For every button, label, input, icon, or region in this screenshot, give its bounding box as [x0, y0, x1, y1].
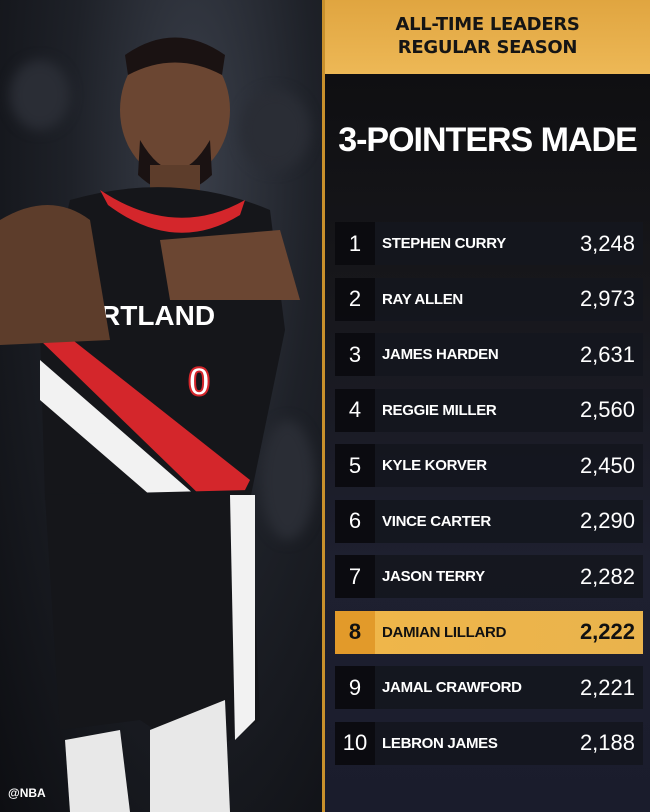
rank: 5 — [335, 444, 375, 487]
threes-made: 3,248 — [579, 230, 635, 256]
rank: 6 — [335, 499, 375, 543]
player-name: JAMES HARDEN — [382, 346, 499, 363]
player-illustration: RTLAND 0 — [0, 37, 300, 812]
threes-made: 2,221 — [579, 674, 635, 700]
player-name: DAMIAN LILLARD — [382, 623, 507, 641]
rank: 7 — [335, 555, 375, 598]
threes-made: 2,973 — [579, 286, 635, 311]
leader-row: 10 LEBRON JAMES 2,188 — [335, 721, 643, 765]
leader-row: 7 JASON TERRY 2,282 — [335, 555, 643, 598]
rank: 1 — [335, 222, 375, 265]
header-line-2: REGULAR SEASON — [397, 37, 578, 58]
threes-made: 2,282 — [579, 563, 635, 589]
threes-made: 2,188 — [579, 730, 635, 755]
header-line-1: ALL-TIME LEADERS — [395, 14, 580, 35]
player-name: STEPHEN CURRY — [382, 235, 506, 252]
leader-row: 4 REGGIE MILLER 2,560 — [335, 388, 643, 432]
leader-row: 3 JAMES HARDEN 2,631 — [335, 333, 643, 376]
player-name: JAMAL CRAWFORD — [382, 679, 522, 696]
threes-made: 2,290 — [579, 508, 635, 533]
rank: 4 — [335, 388, 375, 432]
player-name: JASON TERRY — [382, 568, 485, 585]
threes-made: 2,560 — [579, 397, 635, 422]
jersey-number: 0 — [188, 360, 210, 404]
leader-row: 2 RAY ALLEN 2,973 — [335, 277, 643, 321]
nba-credit: @NBA — [8, 786, 46, 800]
leader-row: 5 KYLE KORVER 2,450 — [335, 444, 643, 487]
player-name: LEBRON JAMES — [382, 734, 498, 752]
leader-row: 1 STEPHEN CURRY 3,248 — [335, 222, 643, 265]
player-name: RAY ALLEN — [382, 290, 463, 308]
player-name: VINCE CARTER — [382, 512, 491, 530]
threes-made: 2,631 — [579, 341, 635, 367]
player-photo: RTLAND 0 @NBA — [0, 0, 322, 812]
leaders-panel: ALL-TIME LEADERS REGULAR SEASON 3-POINTE… — [322, 0, 650, 812]
player-name: KYLE KORVER — [382, 457, 487, 474]
rank: 9 — [335, 666, 375, 709]
stat-title: 3-POINTERS MADE — [338, 121, 638, 159]
jersey-text: RTLAND — [100, 300, 215, 331]
header-banner: ALL-TIME LEADERS REGULAR SEASON — [325, 0, 650, 74]
rank: 3 — [335, 333, 375, 376]
rank: 2 — [335, 277, 375, 321]
threes-made: 2,450 — [579, 452, 635, 478]
leader-row: 8 DAMIAN LILLARD 2,222 — [335, 610, 643, 654]
leader-row: 9 JAMAL CRAWFORD 2,221 — [335, 666, 643, 709]
rank: 8 — [335, 610, 375, 654]
threes-made: 2,222 — [579, 619, 635, 644]
leader-row: 6 VINCE CARTER 2,290 — [335, 499, 643, 543]
rank: 10 — [335, 721, 375, 765]
player-name: REGGIE MILLER — [382, 401, 497, 419]
